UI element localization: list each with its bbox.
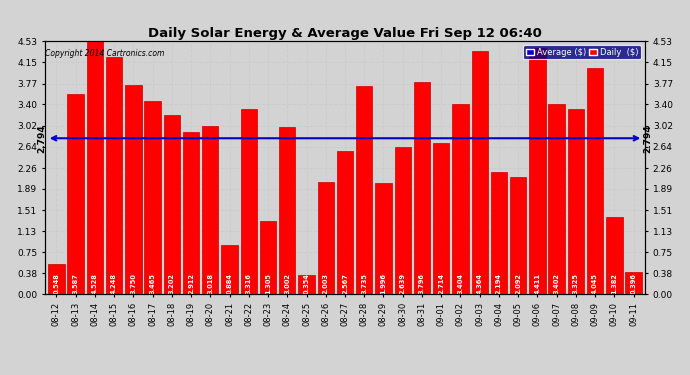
- Text: 3.465: 3.465: [150, 273, 156, 294]
- Text: 2.794: 2.794: [644, 124, 653, 153]
- Bar: [87, 41, 103, 294]
- Text: 3.796: 3.796: [419, 273, 425, 294]
- Bar: [298, 274, 315, 294]
- Bar: [68, 94, 83, 294]
- Bar: [317, 183, 334, 294]
- Text: 1.305: 1.305: [265, 273, 271, 294]
- Bar: [164, 116, 180, 294]
- Bar: [625, 272, 642, 294]
- Text: 0.354: 0.354: [304, 273, 310, 294]
- Bar: [144, 101, 161, 294]
- Text: 3.750: 3.750: [130, 273, 137, 294]
- Bar: [375, 183, 392, 294]
- Text: Copyright 2014 Cartronics.com: Copyright 2014 Cartronics.com: [46, 49, 165, 58]
- Text: 2.794: 2.794: [37, 124, 46, 153]
- Text: 3.404: 3.404: [457, 273, 464, 294]
- Text: 0.396: 0.396: [631, 273, 637, 294]
- Bar: [587, 68, 603, 294]
- Text: 1.382: 1.382: [611, 273, 618, 294]
- Bar: [106, 57, 122, 294]
- Bar: [607, 217, 622, 294]
- Bar: [433, 143, 449, 294]
- Text: 0.548: 0.548: [53, 273, 59, 294]
- Bar: [241, 109, 257, 294]
- Bar: [395, 147, 411, 294]
- Text: 3.402: 3.402: [553, 273, 560, 294]
- Text: 4.248: 4.248: [111, 273, 117, 294]
- Text: 1.996: 1.996: [380, 273, 386, 294]
- Text: 3.587: 3.587: [72, 273, 79, 294]
- Bar: [356, 86, 373, 294]
- Title: Daily Solar Energy & Average Value Fri Sep 12 06:40: Daily Solar Energy & Average Value Fri S…: [148, 27, 542, 40]
- Text: 3.325: 3.325: [573, 273, 579, 294]
- Text: 3.316: 3.316: [246, 273, 252, 294]
- Bar: [529, 48, 546, 294]
- Legend: Average ($), Daily  ($): Average ($), Daily ($): [523, 45, 641, 59]
- Text: 2.003: 2.003: [323, 273, 328, 294]
- Bar: [48, 264, 65, 294]
- Bar: [491, 172, 507, 294]
- Text: 3.002: 3.002: [284, 273, 290, 294]
- Bar: [414, 82, 430, 294]
- Bar: [568, 109, 584, 294]
- Bar: [260, 222, 276, 294]
- Text: 2.567: 2.567: [342, 273, 348, 294]
- Bar: [125, 85, 141, 294]
- Text: 4.528: 4.528: [92, 273, 98, 294]
- Bar: [510, 177, 526, 294]
- Text: 2.092: 2.092: [515, 273, 521, 294]
- Bar: [337, 151, 353, 294]
- Text: 4.045: 4.045: [592, 273, 598, 294]
- Text: 4.411: 4.411: [534, 273, 540, 294]
- Text: 2.912: 2.912: [188, 273, 194, 294]
- Bar: [279, 127, 295, 294]
- Text: 4.364: 4.364: [477, 273, 483, 294]
- Text: 2.639: 2.639: [400, 273, 406, 294]
- Text: 2.714: 2.714: [438, 273, 444, 294]
- Bar: [452, 104, 469, 294]
- Text: 3.202: 3.202: [169, 273, 175, 294]
- Bar: [202, 126, 219, 294]
- Bar: [221, 245, 238, 294]
- Text: 0.884: 0.884: [226, 273, 233, 294]
- Bar: [183, 132, 199, 294]
- Bar: [549, 104, 565, 294]
- Text: 3.735: 3.735: [362, 273, 367, 294]
- Bar: [471, 51, 488, 294]
- Text: 2.194: 2.194: [496, 273, 502, 294]
- Text: 3.018: 3.018: [207, 273, 213, 294]
